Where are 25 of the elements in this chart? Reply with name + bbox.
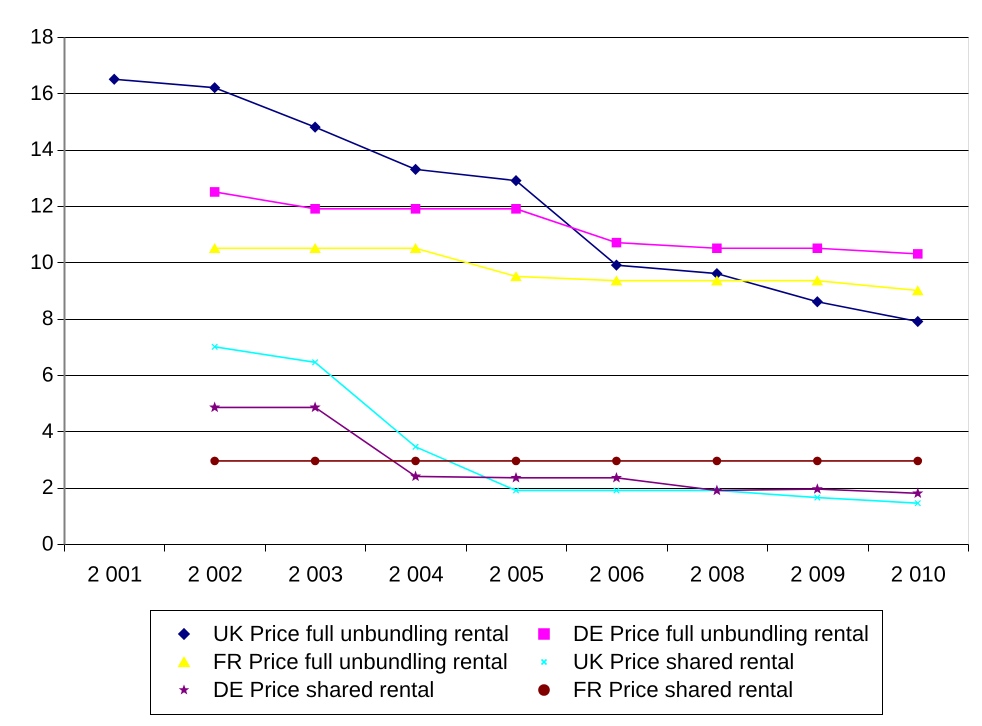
x-tick-label: 2 004: [388, 562, 444, 586]
legend-label: FR Price shared rental: [573, 677, 794, 702]
y-tick-label: 16: [30, 82, 54, 105]
legend-label: FR Price full unbundling rental: [213, 649, 508, 674]
y-tick-label: 10: [30, 250, 54, 274]
x-tick-label: 2 002: [188, 562, 243, 586]
y-tick-label: 12: [30, 194, 54, 218]
y-tick-label: 2: [42, 476, 54, 500]
legend-label: DE Price shared rental: [213, 677, 434, 702]
x-tick-label: 2 006: [589, 562, 644, 586]
y-tick-label: 18: [30, 26, 54, 48]
y-tick-label: 0: [42, 532, 54, 556]
x-tick-label: 2 008: [690, 562, 745, 586]
y-tick-label: 14: [30, 138, 54, 162]
legend-label: UK Price full unbundling rental: [213, 621, 509, 646]
legend-label: UK Price shared rental: [573, 649, 794, 674]
x-tick-label: 2 003: [288, 562, 344, 586]
y-tick-label: 4: [42, 420, 54, 443]
y-tick-label: 8: [42, 307, 54, 330]
legend-label: DE Price full unbundling rental: [573, 621, 869, 646]
y-tick-label: 6: [42, 364, 54, 386]
x-tick-label: 2 005: [488, 562, 544, 586]
x-tick-label: 2 009: [790, 562, 846, 586]
x-tick-label: 2 001: [87, 562, 142, 586]
x-tick-label: 2 010: [890, 562, 946, 586]
